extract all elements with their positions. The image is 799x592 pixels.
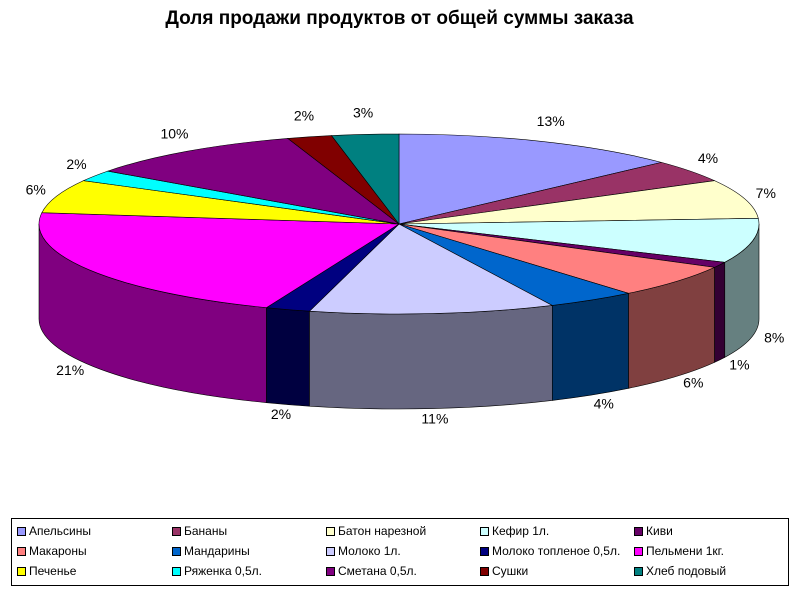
legend-swatch [326, 527, 335, 536]
pie-slice-14 [330, 133, 400, 225]
legend-label: Сушки [492, 564, 529, 578]
legend-label: Мандарины [184, 544, 250, 558]
legend-label: Хлеб подовый [646, 564, 727, 578]
pie-slice-7 [308, 223, 554, 315]
legend-swatch [480, 567, 489, 576]
legend-swatch [480, 527, 489, 536]
data-label-5: 6% [683, 375, 703, 391]
legend-label: Молоко 1л. [338, 544, 401, 558]
data-label-1: 4% [698, 150, 718, 166]
pie-slice-10 [41, 180, 400, 225]
legend-label: Киви [646, 524, 673, 538]
pie-slice-0 [398, 133, 662, 225]
legend-swatch [480, 547, 489, 556]
pie-side-6 [551, 292, 629, 401]
data-label-4: 1% [729, 356, 749, 372]
legend-swatch [172, 527, 181, 536]
pie-slice-9 [38, 212, 400, 308]
legend-swatch [17, 547, 26, 556]
chart-title: Доля продажи продуктов от общей суммы за… [165, 8, 634, 29]
data-label-10: 6% [26, 181, 46, 197]
legend-label: Апельсины [29, 524, 91, 538]
legend-label: Кефир 1л. [492, 524, 550, 538]
legend-label: Пельмени 1кг. [646, 544, 724, 558]
data-label-14: 3% [353, 105, 373, 121]
legend-label: Макароны [29, 544, 87, 558]
pie-slice-5 [398, 223, 716, 294]
legend-swatch [634, 527, 643, 536]
legend-label: Батон нарезной [338, 524, 427, 538]
legend-swatch [17, 527, 26, 536]
legend-swatch [172, 547, 181, 556]
pie-chart: 13% 4% 7% 8% 1% 6% 4% 11% 2% 21% 6% 2% 10% 2% 3% [26, 105, 785, 427]
pie-slice-2 [398, 180, 759, 225]
legend-label: Молоко топленое 0,5л. [492, 544, 621, 558]
data-label-6: 4% [594, 395, 614, 411]
data-label-3: 8% [764, 330, 784, 346]
pie-side-7 [309, 305, 553, 410]
legend-label: Сметана 0,5л. [338, 564, 417, 578]
data-label-7: 11% [421, 411, 448, 427]
legend-label: Ряженка 0,5л. [184, 564, 262, 578]
data-label-11: 2% [66, 156, 86, 172]
legend-swatch [326, 567, 335, 576]
legend-swatch [634, 547, 643, 556]
legend-swatch [172, 567, 181, 576]
data-label-2: 7% [756, 185, 776, 201]
pie-slice-12 [106, 138, 400, 225]
legend-label: Бананы [184, 524, 228, 538]
data-label-0: 13% [537, 113, 565, 129]
legend-swatch [326, 547, 335, 556]
data-label-13: 2% [294, 108, 314, 124]
legend-label: Печенье [29, 564, 77, 578]
legend: Апельсины Бананы Батон нарезной Кефир 1л. Ки… [11, 518, 789, 586]
data-label-9: 21% [56, 362, 84, 378]
pie-slice-3 [398, 218, 760, 263]
pie-side-4 [714, 261, 726, 363]
pie-side-8 [266, 307, 310, 407]
data-label-12: 10% [160, 125, 188, 141]
legend-swatch [634, 567, 643, 576]
data-label-8: 2% [271, 406, 291, 422]
legend-swatch [17, 567, 26, 576]
